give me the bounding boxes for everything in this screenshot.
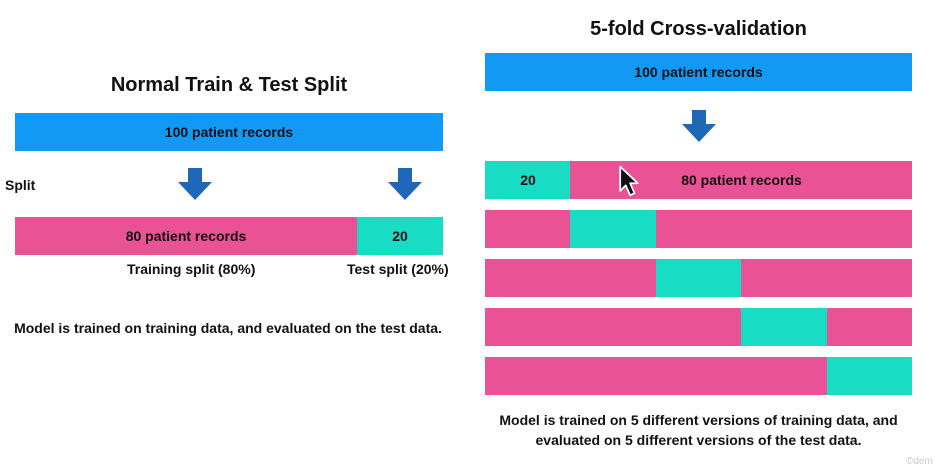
- left-title: Normal Train & Test Split: [110, 74, 348, 96]
- left-description: Model is trained on training data, and e…: [14, 320, 442, 336]
- left-test-segment-label: 20: [392, 228, 408, 244]
- cv-fold-row-3: [485, 259, 912, 297]
- left-split-bar: 80 patient records 20: [15, 217, 443, 255]
- cv-fold-1-test-segment: [485, 161, 571, 199]
- cv-fold-4-test-segment: [741, 308, 827, 346]
- left-total-bar-label: 100 patient records: [164, 124, 294, 140]
- cv-fold-row-2: [485, 210, 912, 248]
- test-caption: Test split (20%): [347, 261, 449, 277]
- left-test-segment: 20: [357, 217, 443, 255]
- split-label: Split: [5, 177, 36, 193]
- fold-1-train-label: 80 patient records: [681, 172, 802, 188]
- cv-fold-3-test-segment: [655, 259, 742, 297]
- cv-fold-row-4: [485, 308, 912, 346]
- cv-fold-2-test-segment: [570, 210, 656, 248]
- watermark: ©dem: [906, 456, 933, 467]
- cv-arrow-down-icon: [682, 110, 716, 142]
- train-caption: Training split (80%): [127, 261, 256, 277]
- right-total-bar: 100 patient records: [485, 53, 912, 91]
- left-total-bar: 100 patient records: [15, 113, 443, 151]
- right-split-arrow-down-icon: [388, 168, 422, 200]
- cv-fold-row-1: [485, 161, 912, 199]
- right-title: 5-fold Cross-validation: [590, 18, 807, 40]
- right-description: Model is trained on 5 different versions…: [499, 412, 898, 448]
- mouse-pointer-icon: [619, 165, 639, 197]
- cv-fold-row-5: [485, 357, 912, 395]
- left-split-arrow-down-icon: [178, 168, 212, 200]
- left-train-segment: 80 patient records: [15, 217, 357, 255]
- left-train-segment-label: 80 patient records: [125, 228, 247, 244]
- fold-1-test-label: 20: [520, 172, 536, 188]
- right-total-bar-label: 100 patient records: [634, 64, 763, 80]
- cv-fold-5-test-segment: [826, 357, 912, 395]
